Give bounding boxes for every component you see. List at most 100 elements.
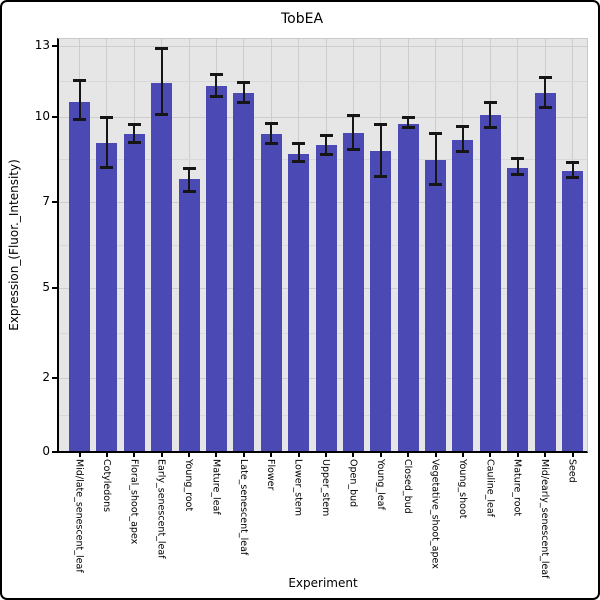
- y-tick-mark: [52, 377, 57, 379]
- error-bar-line: [407, 117, 410, 129]
- y-tick-mark: [52, 201, 57, 203]
- x-tick-mark: [188, 453, 191, 457]
- error-bar-cap-bottom: [209, 94, 223, 98]
- error-bar-cap-bottom: [292, 160, 306, 164]
- error-bar-line: [242, 81, 245, 103]
- error-bar-cap-top: [292, 141, 306, 145]
- error-bar-line: [325, 135, 327, 156]
- error-bar-line: [78, 80, 81, 120]
- y-tick-mark: [52, 451, 57, 453]
- error-bar-cap-bottom: [538, 105, 552, 109]
- bar: [288, 153, 310, 451]
- error-bar-cap-top: [374, 123, 388, 127]
- error-bar-line: [160, 48, 163, 115]
- error-bar-cap-bottom: [511, 173, 525, 177]
- bar: [562, 170, 584, 451]
- error-bar-cap-top: [346, 113, 360, 117]
- error-bar-cap-top: [456, 124, 470, 128]
- x-tick-label: Lower_stem: [292, 459, 304, 516]
- x-tick-label: Mid/early_senescent_leaf: [539, 459, 551, 579]
- x-tick-label: Floral_shoot_apex: [128, 459, 140, 545]
- x-tick-label: Mature_root: [511, 459, 523, 517]
- bar: [370, 151, 392, 451]
- x-tick-mark: [160, 453, 163, 457]
- error-bar-cap-top: [100, 116, 114, 119]
- x-tick-mark: [242, 453, 245, 457]
- error-bar-line: [133, 124, 136, 143]
- chart-title: TobEA: [280, 11, 324, 27]
- x-tick-mark: [571, 453, 574, 457]
- error-bar-cap-top: [538, 75, 552, 79]
- error-bar-line: [379, 124, 382, 177]
- y-tick-label: 0: [42, 444, 50, 458]
- bar: [479, 114, 501, 451]
- x-tick-label: Young_leaf: [374, 459, 386, 510]
- gridline-horizontal-major: [59, 116, 587, 118]
- x-tick-mark: [461, 453, 464, 457]
- bar: [123, 134, 145, 451]
- error-bar-line: [105, 117, 108, 168]
- error-bar-cap-bottom: [566, 175, 580, 179]
- error-bar-cap-bottom: [127, 140, 141, 144]
- error-bar-cap-bottom: [237, 100, 251, 104]
- bar: [452, 139, 474, 451]
- y-tick-mark: [52, 116, 57, 118]
- error-bar-cap-top: [483, 100, 497, 104]
- x-tick-label: Mid/late_senescent_leaf: [73, 459, 85, 573]
- x-tick-mark: [133, 453, 136, 457]
- error-bar-line: [571, 162, 574, 178]
- error-bar-cap-bottom: [264, 141, 278, 145]
- bar: [342, 132, 364, 451]
- error-bar-cap-bottom: [73, 117, 86, 121]
- x-tick-mark: [105, 453, 108, 457]
- x-tick-mark: [325, 453, 327, 457]
- error-bar-line: [215, 74, 218, 97]
- x-tick-mark: [270, 453, 273, 457]
- y-tick-label: 2: [42, 370, 50, 384]
- error-bar-cap-top: [264, 121, 278, 125]
- gridline-horizontal-minor: [59, 81, 587, 82]
- x-axis-label: Experiment: [288, 576, 358, 590]
- x-tick-mark: [352, 453, 355, 457]
- x-tick-label: Upper_stem: [320, 459, 331, 517]
- error-bar-line: [297, 142, 300, 163]
- error-bar-cap-bottom: [155, 112, 169, 116]
- error-bar-cap-top: [401, 116, 415, 119]
- bar: [69, 101, 90, 451]
- error-bar-cap-top: [73, 79, 86, 83]
- bar: [425, 159, 447, 451]
- x-tick-mark: [544, 453, 547, 457]
- x-tick-label: Vegetative_shoot_apex: [429, 459, 441, 569]
- error-bar-cap-top: [127, 123, 141, 127]
- error-bar-line: [461, 125, 464, 153]
- x-tick-label: Seed: [566, 459, 578, 483]
- error-bar-cap-top: [511, 157, 525, 161]
- error-bar-cap-top: [319, 134, 333, 138]
- error-bar-cap-top: [566, 161, 580, 165]
- x-tick-label: Early_senescent_leaf: [155, 459, 167, 559]
- error-bar-cap-bottom: [456, 150, 470, 154]
- bar: [233, 93, 255, 451]
- error-bar-line: [188, 168, 191, 193]
- error-bar-line: [352, 114, 355, 150]
- error-bar-line: [270, 122, 273, 144]
- x-tick-label: Young_root: [183, 459, 195, 512]
- error-bar-cap-bottom: [346, 147, 360, 151]
- error-bar-line: [516, 158, 519, 176]
- bar: [178, 179, 200, 451]
- error-bar-cap-bottom: [401, 126, 415, 130]
- error-bar-cap-bottom: [483, 126, 497, 130]
- x-tick-mark: [78, 453, 81, 457]
- bar: [151, 82, 173, 451]
- y-tick-mark: [52, 287, 57, 289]
- x-tick-mark: [215, 453, 218, 457]
- x-tick-label: Flower: [265, 459, 277, 491]
- error-bar-line: [544, 76, 547, 108]
- x-tick-label: Young_shoot: [456, 459, 468, 519]
- y-axis-label: Expression_(Fluor._Intensity): [7, 159, 21, 331]
- x-tick-mark: [407, 453, 410, 457]
- x-tick-label: Mature_leaf: [210, 459, 222, 515]
- x-tick-mark: [516, 453, 519, 457]
- error-bar-line: [489, 101, 492, 129]
